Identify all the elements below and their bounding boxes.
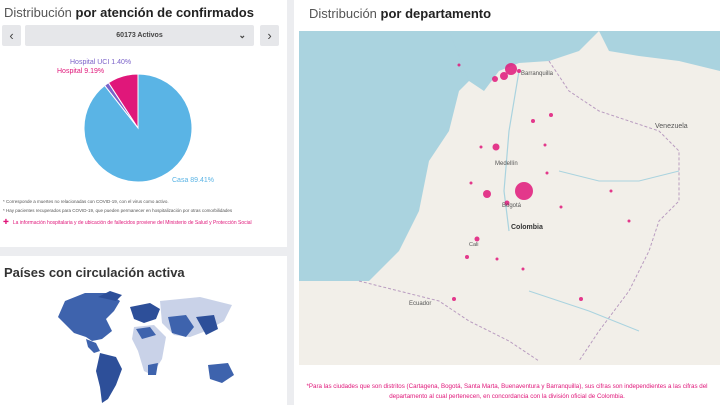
bubble-bogota: [515, 182, 533, 200]
hospital-info-text: La información hospitalaria y de ubicaci…: [12, 220, 252, 226]
colombia-ecuador-border: [358, 280, 540, 362]
bubble-sincelejo: [492, 76, 498, 82]
south-africa-shape: [148, 363, 158, 375]
europe-shape: [130, 303, 160, 323]
map-label-cali: Cali: [469, 242, 478, 248]
map-label-colombia: Colombia: [511, 224, 543, 231]
australia-shape: [208, 363, 234, 383]
bubble-quibdo: [469, 181, 473, 185]
bubble-yopal: [609, 189, 613, 193]
caribbean-sea-shape: [449, 31, 599, 91]
africa-shape: [132, 325, 166, 375]
status-select-value: 60173 Activos: [116, 32, 163, 39]
map-label-barranquilla: Barranquilla: [521, 71, 554, 77]
left-column: Distribución por atención de confirmados…: [0, 0, 287, 405]
south-america-shape: [96, 353, 122, 403]
next-button[interactable]: ›: [260, 25, 279, 46]
pie-label-hospital: Hospital 9.19%: [57, 68, 105, 75]
chevron-down-icon: ⌄: [238, 30, 246, 40]
bubble-villavicencio: [559, 205, 563, 209]
bubble-ibague: [504, 200, 510, 206]
department-distribution-panel: Distribución por departamento: [294, 0, 720, 405]
attention-title-prefix: Distribución: [4, 5, 72, 20]
caribbean-east-shape: [599, 31, 720, 71]
bubble-leticia: [579, 297, 583, 301]
prev-button[interactable]: ‹: [2, 25, 21, 46]
central-america-shape: [86, 339, 100, 353]
attention-title-bold: por atención de confirmados: [75, 5, 254, 20]
middle-east-shape: [168, 315, 194, 337]
meta-river: [558, 170, 680, 182]
land-shape: [299, 31, 720, 365]
north-africa-shape: [136, 327, 156, 339]
department-footer-note: *Para las ciudades que son distritos (Ca…: [306, 383, 708, 400]
east-asia-shape: [196, 315, 218, 335]
bubble-arauca: [627, 219, 631, 223]
bubble-pasto: [452, 297, 456, 301]
bubble-santa-marta: [517, 69, 521, 73]
pie-label-casa: Casa 89.41%: [172, 177, 215, 184]
attention-distribution-panel: Distribución por atención de confirmados…: [0, 0, 287, 247]
bubble-cali: [474, 236, 480, 242]
bubble-barrancabermeja: [543, 143, 547, 147]
bubble-neiva: [495, 257, 499, 261]
bubble-san-andres: [457, 63, 461, 67]
case-bubbles: [452, 63, 631, 301]
bubble-bucaramanga: [531, 119, 535, 123]
colombia-venezuela-border: [548, 60, 680, 362]
department-title-bold: por departamento: [380, 6, 492, 21]
bubble-cucuta: [549, 113, 553, 117]
caqueta-river: [528, 290, 640, 332]
map-label-bogota: Bogotá: [502, 203, 522, 209]
greenland-shape: [98, 291, 122, 301]
bubble-cartagena: [500, 72, 508, 80]
world-map: [10, 287, 260, 405]
countries-panel-title: Países con circulación activa: [4, 265, 185, 280]
bubble-monteria: [479, 145, 483, 149]
hospital-bed-icon: ✚: [3, 219, 9, 226]
bubble-florencia: [521, 267, 525, 271]
attention-panel-title: Distribución por atención de confirmados: [4, 5, 254, 20]
pie-label-uci: Hospital UCI 1.40%: [70, 59, 132, 66]
hospital-info-note: ✚ La información hospitalaria y de ubicac…: [3, 218, 273, 228]
magdalena-river: [503, 70, 520, 232]
bubble-antioquia: [492, 143, 500, 151]
attention-pie-chart: [83, 73, 193, 183]
bubble-medellin: [483, 190, 491, 198]
map-label-medellin: Medellín: [495, 161, 518, 167]
pie-slice-casa[interactable]: [83, 73, 193, 183]
map-label-ecuador: Ecuador: [409, 301, 431, 307]
status-select[interactable]: 60173 Activos ⌄: [25, 25, 254, 46]
bubble-barranquilla: [505, 63, 517, 75]
map-canvas: Barranquilla Venezuela Medellín Bogotá C…: [299, 31, 720, 365]
north-america-shape: [58, 293, 120, 341]
bubble-popayan: [465, 255, 469, 259]
colombia-map[interactable]: Barranquilla Venezuela Medellín Bogotá C…: [299, 31, 720, 365]
bubble-tunja: [545, 171, 549, 175]
department-title-prefix: Distribución: [309, 6, 377, 21]
map-label-venezuela: Venezuela: [655, 123, 688, 130]
department-panel-title: Distribución por departamento: [309, 6, 491, 21]
note-deaths: * Corresponde a muertes no relacionadas …: [3, 199, 169, 204]
note-recovered: * Hay pacientes recuperados para COVID-1…: [3, 208, 233, 213]
